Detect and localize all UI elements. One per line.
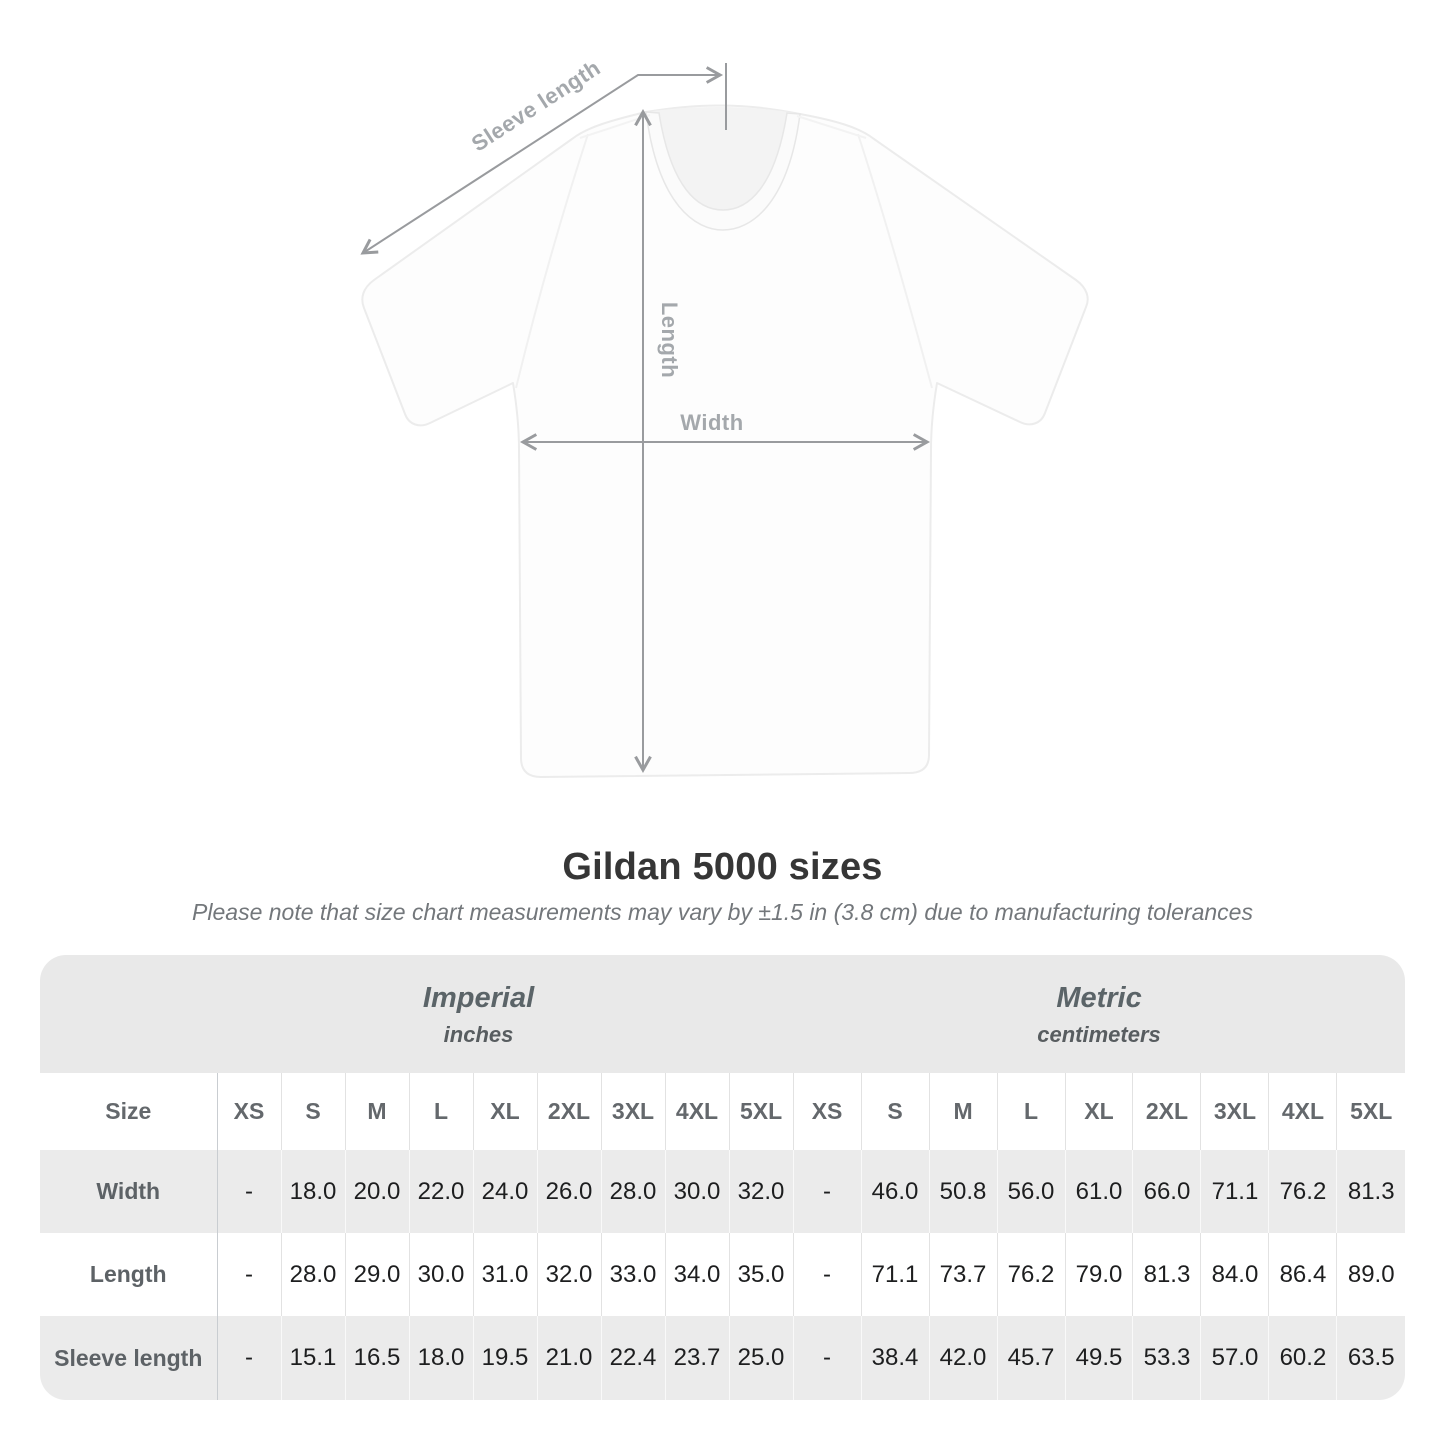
size-table-grid: Imperial inches Metric centimeters Size …: [40, 955, 1405, 1400]
table-cell: -: [216, 1150, 281, 1233]
size-header-imperial-3XL: 3XL: [600, 1073, 665, 1150]
size-header-imperial-XL: XL: [472, 1073, 537, 1150]
table-cell: 29.0: [344, 1233, 409, 1316]
table-cell: 49.5: [1064, 1316, 1133, 1400]
metric-header: Metric centimeters: [793, 955, 1405, 1073]
table-cell: 84.0: [1200, 1233, 1269, 1316]
width-label: Width: [680, 410, 743, 435]
table-cell: 34.0: [664, 1233, 729, 1316]
table-cell: 25.0: [728, 1316, 794, 1400]
table-cell: 66.0: [1132, 1150, 1201, 1233]
size-header-imperial-S: S: [280, 1073, 345, 1150]
unit-header-row: Imperial inches Metric centimeters: [40, 955, 1405, 1073]
table-cell: 61.0: [1064, 1150, 1133, 1233]
table-cell: 42.0: [928, 1316, 998, 1400]
table-cell: 76.2: [996, 1233, 1065, 1316]
size-header-imperial-M: M: [344, 1073, 409, 1150]
table-cell: 56.0: [996, 1150, 1065, 1233]
table-cell: 30.0: [664, 1150, 729, 1233]
size-header-metric-4XL: 4XL: [1268, 1073, 1337, 1150]
table-cell: 32.0: [728, 1150, 794, 1233]
table-cell: 28.0: [600, 1150, 665, 1233]
table-cell: 22.0: [408, 1150, 473, 1233]
size-header-imperial-2XL: 2XL: [536, 1073, 601, 1150]
table-cell: 79.0: [1064, 1233, 1133, 1316]
row-label: Sleeve length: [40, 1316, 217, 1400]
table-cell: -: [792, 1233, 862, 1316]
size-header-metric-XS: XS: [792, 1073, 862, 1150]
table-cell: 57.0: [1200, 1316, 1269, 1400]
table-cell: -: [792, 1316, 862, 1400]
table-cell: 20.0: [344, 1150, 409, 1233]
table-cell: 18.0: [280, 1150, 345, 1233]
size-column-header: Size: [105, 1098, 152, 1124]
table-cell: 21.0: [536, 1316, 601, 1400]
table-cell: -: [216, 1316, 281, 1400]
table-cell: 30.0: [408, 1233, 473, 1316]
table-cell: 19.5: [472, 1316, 537, 1400]
sleeve-length-arrow: [360, 66, 724, 255]
size-header-imperial-5XL: 5XL: [728, 1073, 794, 1150]
table-cell: 89.0: [1336, 1233, 1405, 1316]
metric-label: Metric: [1056, 981, 1142, 1014]
sizes-header-row: Size XS S M L XL 2XL 3XL 4XL 5XL XS S M L XL 2XL 3XL 4XL…: [40, 1073, 1405, 1150]
table-cell: 76.2: [1268, 1150, 1337, 1233]
table-cell: 22.4: [600, 1316, 665, 1400]
table-row-sleeve-length: Sleeve length -15.1 16.5 18.0 19.5 21.0 22.4 23…: [40, 1316, 1405, 1400]
size-header-metric-M: M: [928, 1073, 998, 1150]
row-label: Width: [40, 1150, 217, 1233]
table-cell: 24.0: [472, 1150, 537, 1233]
table-cell: 18.0: [408, 1316, 473, 1400]
table-cell: 32.0: [536, 1233, 601, 1316]
table-row-length: Length -28.0 29.0 30.0 31.0 32.0 33.0 34.0 35.0-…: [40, 1233, 1405, 1316]
size-header-metric-5XL: 5XL: [1336, 1073, 1405, 1150]
table-cell: 23.7: [664, 1316, 729, 1400]
table-row-width: Width -18.0 20.0 22.0 24.0 26.0 28.0 30.0 32.0-4…: [40, 1150, 1405, 1233]
tolerance-note: Please note that size chart measurements…: [192, 899, 1253, 925]
table-cell: 86.4: [1268, 1233, 1337, 1316]
tshirt-measurement-diagram: Sleeve length Length Width: [360, 55, 1089, 778]
table-cell: 15.1: [280, 1316, 345, 1400]
size-header-imperial-4XL: 4XL: [664, 1073, 729, 1150]
table-cell: 81.3: [1132, 1233, 1201, 1316]
size-header-metric-2XL: 2XL: [1132, 1073, 1201, 1150]
table-cell: 71.1: [1200, 1150, 1269, 1233]
table-cell: 46.0: [860, 1150, 930, 1233]
table-cell: 63.5: [1336, 1316, 1405, 1400]
table-cell: 26.0: [536, 1150, 601, 1233]
imperial-header: Imperial inches: [40, 955, 794, 1073]
table-cell: 73.7: [928, 1233, 998, 1316]
size-header-metric-S: S: [860, 1073, 930, 1150]
size-header-metric-XL: XL: [1064, 1073, 1133, 1150]
size-header-metric-L: L: [996, 1073, 1065, 1150]
size-header-imperial-L: L: [408, 1073, 473, 1150]
row-label: Length: [89, 1261, 167, 1287]
imperial-unit-label: inches: [443, 1022, 514, 1048]
table-cell: 53.3: [1132, 1316, 1201, 1400]
table-cell: 38.4: [860, 1316, 930, 1400]
table-cell: 16.5: [344, 1316, 409, 1400]
table-cell: -: [216, 1233, 281, 1316]
table-cell: 45.7: [996, 1316, 1065, 1400]
table-cell: 33.0: [600, 1233, 665, 1316]
metric-unit-label: centimeters: [1037, 1022, 1161, 1048]
table-cell: 35.0: [728, 1233, 794, 1316]
table-cell: 31.0: [472, 1233, 537, 1316]
size-header-metric-3XL: 3XL: [1200, 1073, 1269, 1150]
page-title: Gildan 5000 sizes: [562, 846, 883, 888]
size-table: Imperial inches Metric centimeters Size …: [40, 955, 1405, 1400]
table-cell: -: [792, 1150, 862, 1233]
table-cell: 60.2: [1268, 1316, 1337, 1400]
table-cell: 50.8: [928, 1150, 998, 1233]
size-header-imperial-XS: XS: [216, 1073, 281, 1150]
table-cell: 28.0: [280, 1233, 345, 1316]
imperial-label: Imperial: [422, 981, 535, 1014]
length-label: Length: [657, 302, 682, 378]
table-cell: 81.3: [1336, 1150, 1405, 1233]
table-cell: 71.1: [860, 1233, 930, 1316]
